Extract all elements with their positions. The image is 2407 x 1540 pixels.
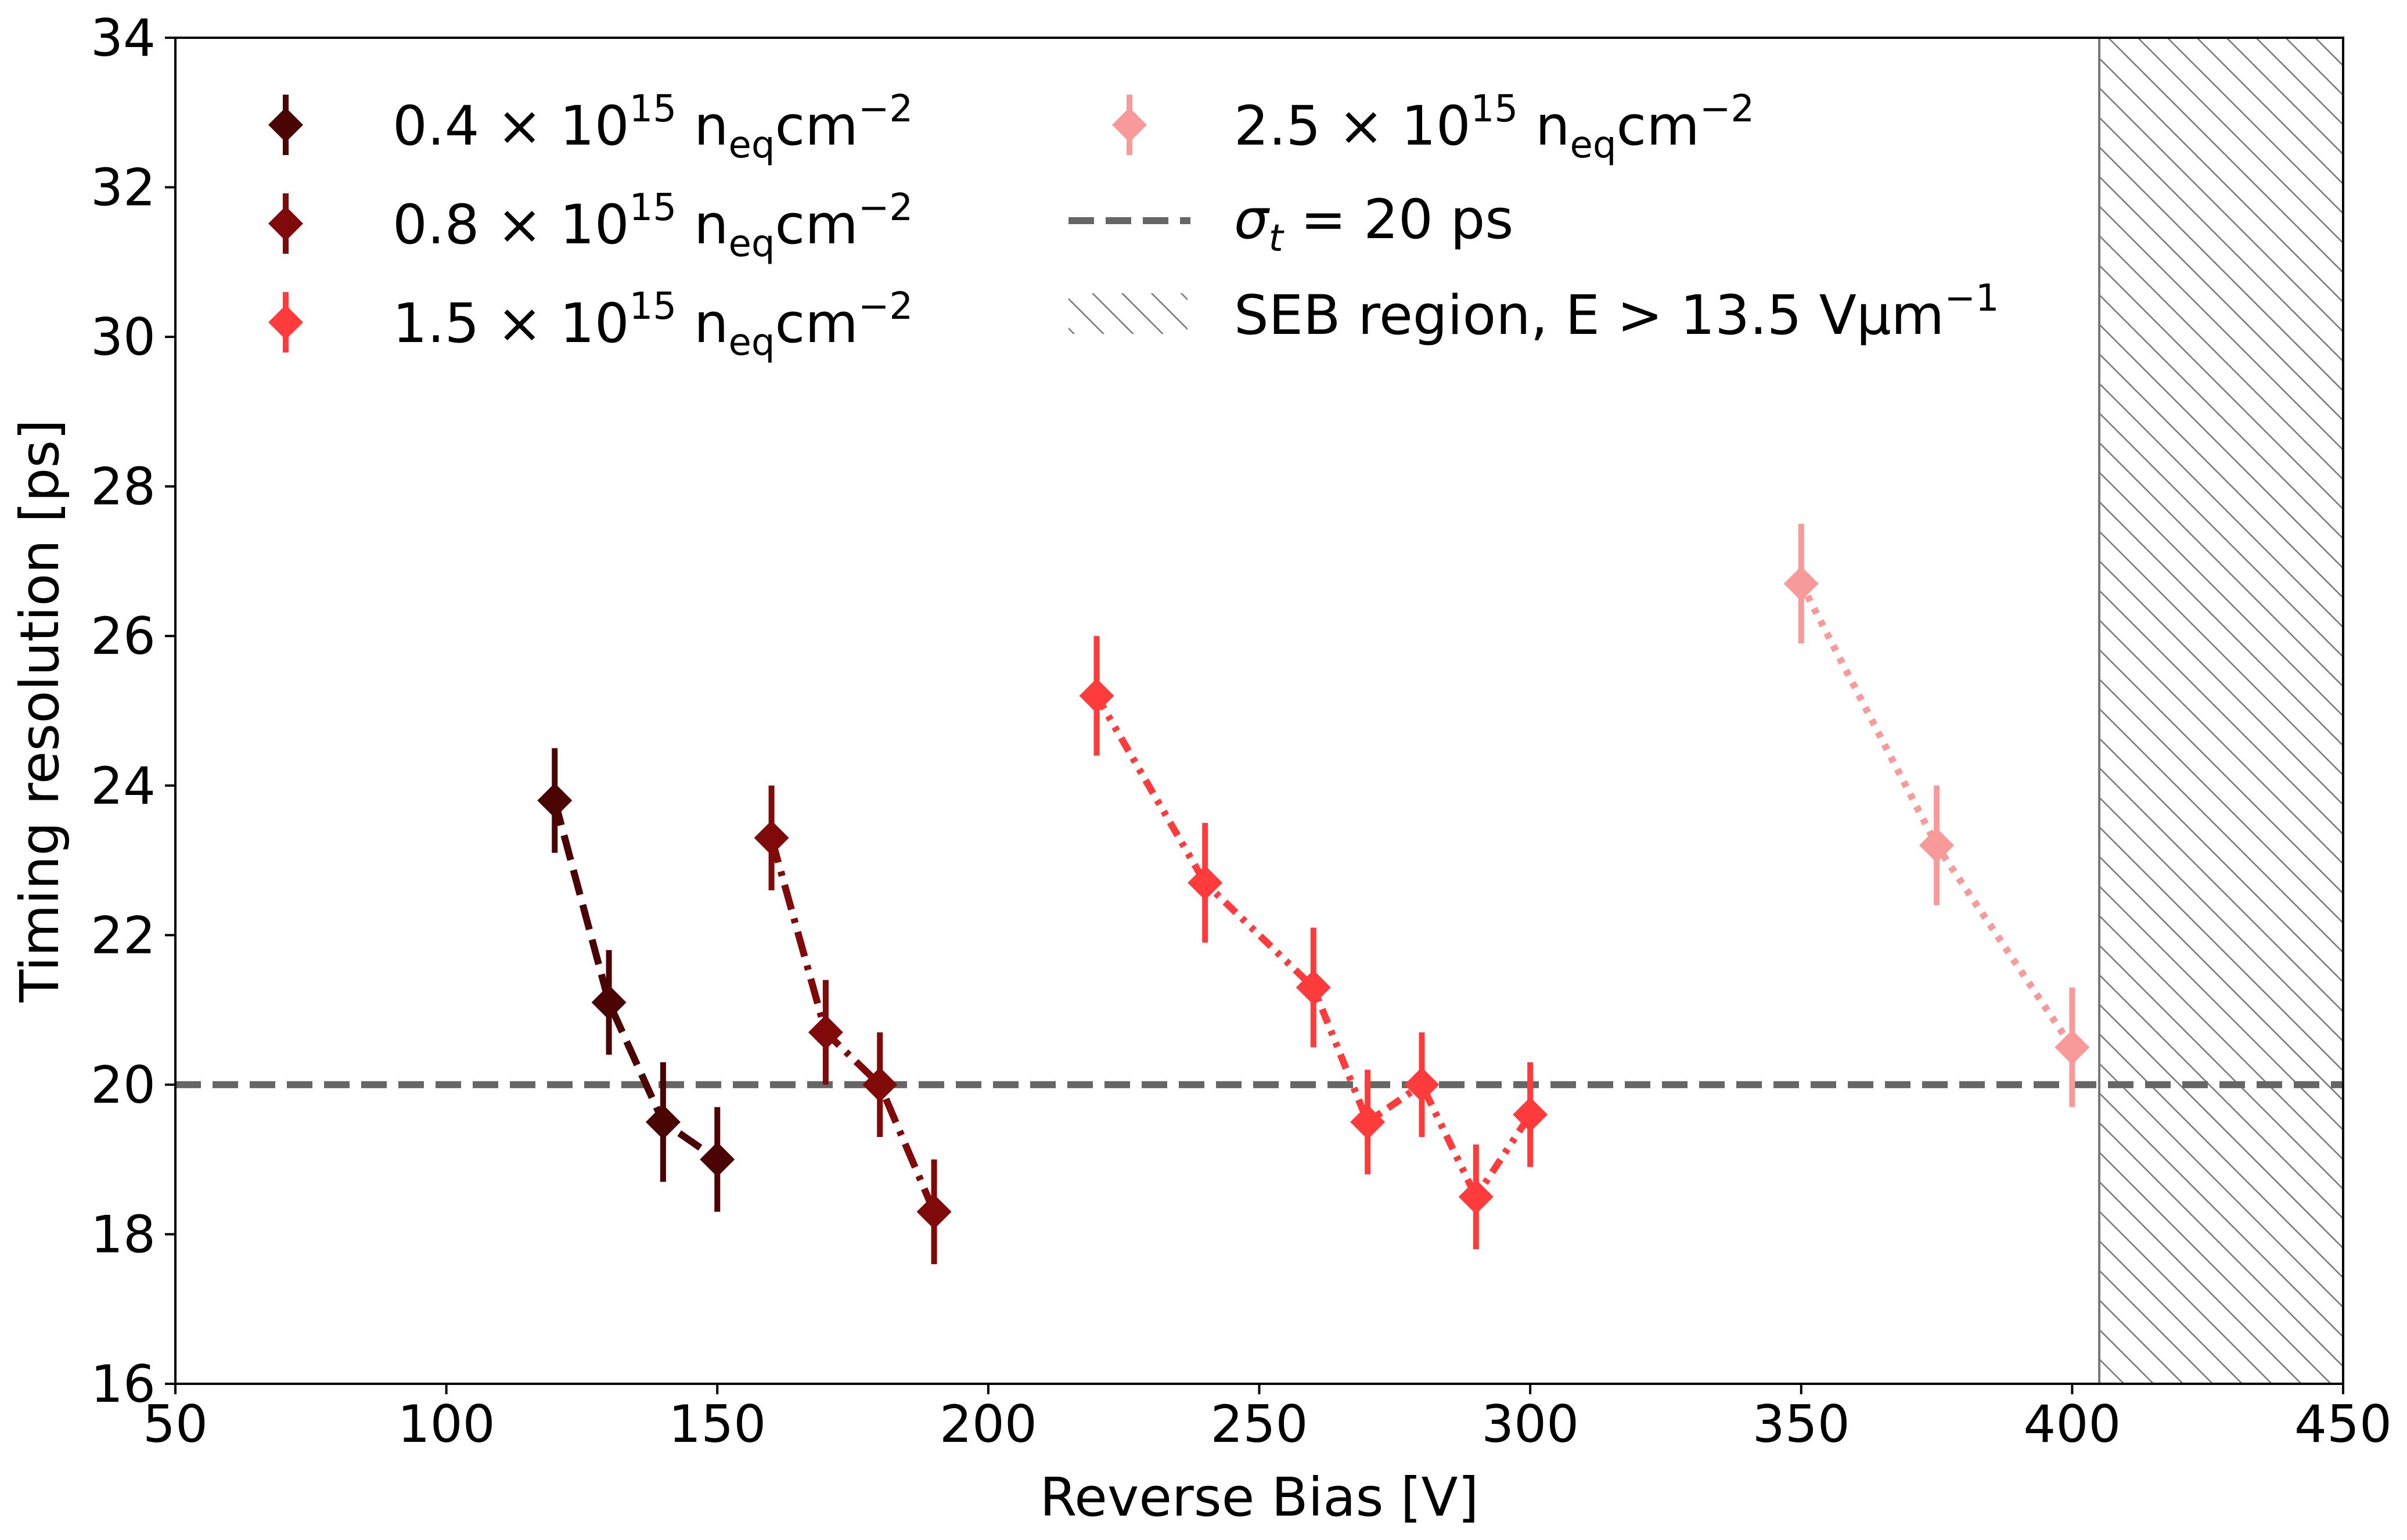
y-tick-label: 26: [91, 606, 156, 666]
legend-marker: [268, 206, 303, 241]
series-2-line: [768, 837, 938, 1214]
legend-hatch-swatch: [1068, 293, 1188, 334]
y-tick-label: 34: [91, 8, 156, 68]
x-tick-label: 100: [398, 1394, 495, 1454]
legend-entry-4: [1112, 95, 1147, 155]
data-point: [2055, 1030, 2090, 1065]
data-point: [1404, 1067, 1440, 1102]
data-point: [645, 1104, 681, 1140]
y-tick-label: 24: [91, 756, 156, 816]
legend-entry-3: [268, 292, 303, 352]
legend-entry-1: [268, 95, 303, 155]
y-tick-label: 32: [91, 158, 156, 218]
data-point: [1513, 1097, 1548, 1132]
y-tick-label: 16: [91, 1354, 156, 1414]
legend-entry-seb: SEB region, E > 13.5 Vμm−1: [1068, 277, 1999, 347]
legend-label-3: 1.5 × 1015 neqcm−2: [393, 285, 913, 364]
data-point: [754, 820, 789, 855]
legend-entry-reference: σt = 20 ps: [1068, 188, 1513, 260]
data-point: [808, 1014, 843, 1050]
legend-label-reference: σt = 20 ps: [1234, 188, 1513, 260]
x-axis-label: Reverse Bias [V]: [1040, 1466, 1479, 1528]
x-tick-label: 200: [940, 1394, 1037, 1454]
x-tick-label: 450: [2294, 1394, 2392, 1454]
seb-hatched-region: [2098, 37, 2345, 1385]
legend-label-seb: SEB region, E > 13.5 Vμm−1: [1234, 277, 1999, 347]
data-point: [1458, 1179, 1494, 1215]
data-point: [700, 1142, 735, 1177]
y-axis-label: Timing resolution [ps]: [9, 419, 71, 1003]
data-point: [1919, 827, 1955, 863]
x-tick-label: 150: [668, 1394, 766, 1454]
x-tick-label: 250: [1211, 1394, 1308, 1454]
y-tick-label: 18: [91, 1204, 156, 1264]
legend-entry-2: [268, 193, 303, 254]
data-point: [1783, 566, 1819, 602]
data-point: [1188, 865, 1223, 901]
legend-marker: [1112, 107, 1147, 142]
legend-marker: [268, 107, 303, 142]
x-tick-label: 400: [2023, 1394, 2121, 1454]
x-tick-label: 350: [1753, 1394, 1850, 1454]
data-point: [1079, 678, 1114, 714]
y-tick-label: 20: [91, 1055, 156, 1115]
series-1-line: [551, 799, 719, 1163]
x-tick-label: 50: [143, 1394, 208, 1454]
data-point: [1350, 1104, 1386, 1140]
series-1: [537, 748, 735, 1212]
legend-marker: [268, 305, 303, 340]
legend-label-2: 0.8 × 1015 neqcm−2: [393, 186, 913, 265]
legend-label-4: 2.5 × 1015 neqcm−2: [1234, 88, 1754, 167]
data-point: [591, 985, 627, 1020]
data-point: [916, 1194, 952, 1229]
series-4: [1783, 524, 2090, 1107]
data-point: [862, 1067, 898, 1102]
data-point: [1296, 970, 1331, 1005]
y-tick-label: 30: [91, 307, 156, 367]
y-tick-label: 22: [91, 905, 156, 965]
series-2: [754, 785, 952, 1264]
y-tick-label: 28: [91, 457, 156, 517]
series-3: [1079, 636, 1548, 1250]
legend-label-1: 0.4 × 1015 neqcm−2: [393, 88, 913, 167]
x-tick-label: 300: [1481, 1394, 1579, 1454]
data-point: [537, 783, 573, 818]
